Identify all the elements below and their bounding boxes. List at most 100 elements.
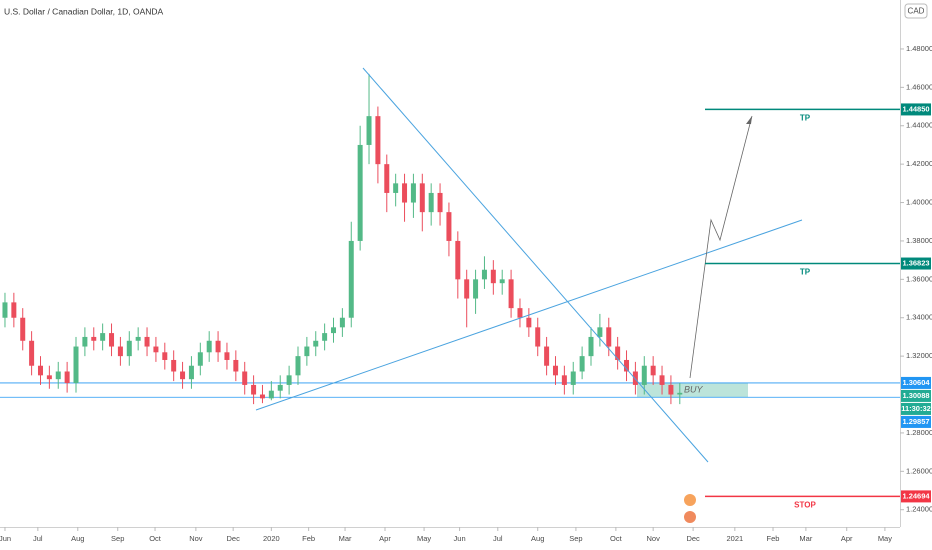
candle-body: [570, 371, 576, 385]
x-tick-label: May: [878, 534, 892, 543]
candle-body: [659, 375, 665, 385]
candle-body: [295, 356, 301, 376]
x-tick-label: Mar: [799, 534, 812, 543]
candle-body: [135, 336, 141, 341]
candle-body: [313, 340, 319, 347]
candle-body: [366, 116, 372, 145]
candle-body: [615, 346, 621, 360]
candle-body: [597, 327, 603, 337]
candle-body: [215, 340, 221, 353]
arrow-head: [746, 116, 752, 124]
y-tick-label: 1.44000: [906, 121, 932, 130]
candle-body: [561, 375, 567, 385]
candle-body: [419, 183, 425, 213]
y-tick-label: 1.24000: [906, 505, 932, 514]
price-tag: [901, 257, 931, 270]
candle-body: [29, 340, 35, 366]
candle-body: [437, 192, 443, 213]
y-tick-label: 1.38000: [906, 236, 932, 245]
projection-path: [689, 115, 753, 379]
candle-body: [402, 183, 408, 203]
candle-body: [242, 371, 248, 385]
candle-body: [55, 371, 61, 380]
x-tick-label: Jul: [493, 534, 503, 543]
candle-body: [188, 365, 194, 380]
x-tick-label: Dec: [686, 534, 700, 543]
candle-body: [490, 269, 496, 284]
candle-body: [73, 346, 79, 384]
x-tick-label: Nov: [646, 534, 660, 543]
x-tick-label: Apr: [841, 534, 853, 543]
x-tick-label: Dec: [226, 534, 240, 543]
candle-body: [410, 183, 416, 203]
candle-body: [535, 327, 541, 347]
candle-body: [2, 302, 8, 318]
candle-body: [109, 333, 115, 347]
x-tick-label: Aug: [531, 534, 544, 543]
x-tick-label: Sep: [569, 534, 582, 543]
event-icon[interactable]: [684, 494, 696, 506]
candle-body: [304, 346, 310, 357]
y-tick-label: 1.28000: [906, 428, 932, 437]
chart-title: U.S. Dollar / Canadian Dollar, 1D, OANDA: [4, 6, 164, 16]
y-tick-label: 1.36000: [906, 274, 932, 283]
candle-body: [277, 384, 283, 391]
candle-body: [126, 340, 132, 357]
price-tag-text: 11:30:32: [901, 404, 931, 413]
candle-body: [286, 375, 292, 385]
candle-body: [11, 302, 17, 318]
price-tag-text: 1.29857: [902, 417, 929, 426]
candle-body: [632, 371, 638, 385]
price-tag-text: 1.30604: [902, 378, 930, 387]
x-tick-label: Nov: [189, 534, 203, 543]
price-tag-text: 1.24694: [902, 491, 930, 500]
x-tick-label: Jul: [33, 534, 43, 543]
candle-body: [100, 333, 106, 341]
candle-body: [171, 359, 177, 372]
candle-body: [162, 352, 168, 360]
currency-label[interactable]: CAD: [908, 7, 925, 16]
candle-body: [481, 269, 487, 280]
candle-body: [624, 359, 630, 372]
candle-body: [552, 365, 558, 376]
price-tag: [901, 376, 931, 389]
candle-body: [668, 384, 674, 395]
y-tick-label: 1.26000: [906, 466, 932, 475]
x-tick-label: Jun: [0, 534, 11, 543]
candle-body: [499, 279, 505, 284]
candle-body: [393, 183, 399, 193]
buy-zone-label: BUY: [684, 384, 704, 394]
price-tag: [901, 389, 931, 402]
currency-button[interactable]: [904, 3, 928, 19]
trend-line: [362, 67, 709, 463]
price-tag: [901, 415, 931, 428]
y-tick-label: 1.40000: [906, 198, 932, 207]
candle-body: [357, 144, 363, 241]
candle-body: [153, 346, 159, 353]
candle-body: [197, 352, 203, 366]
candle-body: [180, 371, 186, 380]
target-tag: STOP: [794, 501, 816, 510]
candle-body: [117, 346, 123, 357]
candle-body: [322, 333, 328, 341]
candle-body: [251, 384, 257, 395]
x-tick-label: Apr: [379, 534, 391, 543]
candle-body: [331, 327, 337, 334]
y-tick-label: 1.32000: [906, 351, 932, 360]
candle-body: [348, 240, 354, 318]
plot: BUY: [0, 73, 900, 405]
candle-body: [144, 336, 150, 347]
x-tick-label: 2021: [727, 534, 744, 543]
candle-body: [641, 365, 647, 385]
x-tick-label: May: [417, 534, 431, 543]
y-tick-label: 1.42000: [906, 159, 932, 168]
event-icon[interactable]: [684, 511, 696, 523]
candle-body: [473, 279, 479, 299]
x-tick-label: Oct: [149, 534, 162, 543]
x-tick-label: Oct: [610, 534, 623, 543]
candle-body: [268, 390, 274, 399]
candle-body: [233, 359, 239, 372]
candle-body: [259, 394, 265, 399]
candle-body: [20, 317, 26, 341]
